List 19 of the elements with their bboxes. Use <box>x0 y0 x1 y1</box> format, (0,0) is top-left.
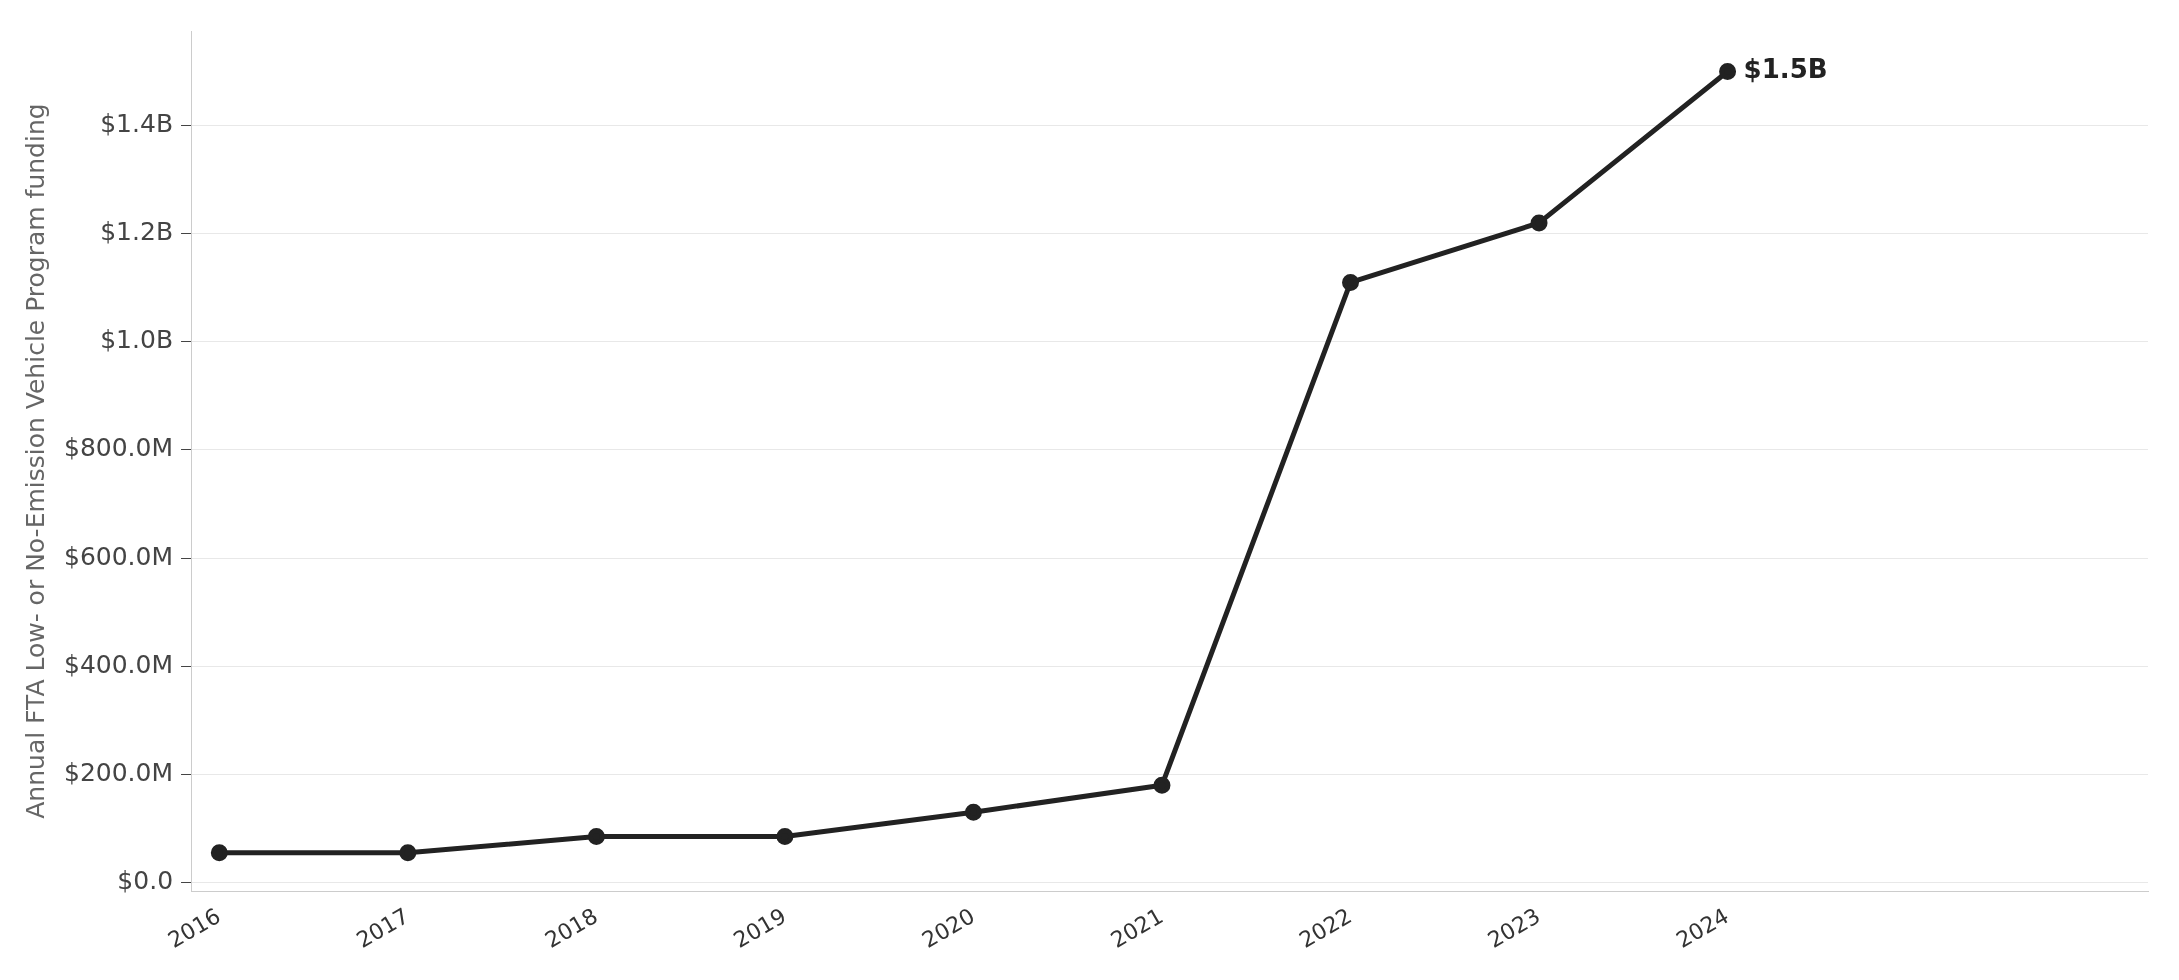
point <box>776 828 794 846</box>
annotation: $1.5B <box>1743 54 1828 85</box>
point <box>210 844 228 862</box>
point <box>399 844 417 862</box>
point <box>587 828 605 846</box>
point <box>1342 273 1360 291</box>
y-tick-label: $600.0M <box>64 541 174 571</box>
y-tick-label: $1.4B <box>100 109 174 139</box>
y-tick-label: $800.0M <box>64 433 174 463</box>
y-tick-label: $1.2B <box>100 217 174 247</box>
y-tick-label: $200.0M <box>64 757 174 787</box>
point <box>1719 63 1737 81</box>
y-tick-label: $0.0 <box>117 865 174 895</box>
y-tick-label: $400.0M <box>64 649 174 679</box>
point <box>964 803 982 821</box>
point <box>1530 214 1548 232</box>
y-axis-title: Annual FTA Low- or No-Emission Vehicle Program funding <box>20 103 50 819</box>
point <box>1153 776 1171 794</box>
y-tick-label: $1.0B <box>100 325 174 355</box>
